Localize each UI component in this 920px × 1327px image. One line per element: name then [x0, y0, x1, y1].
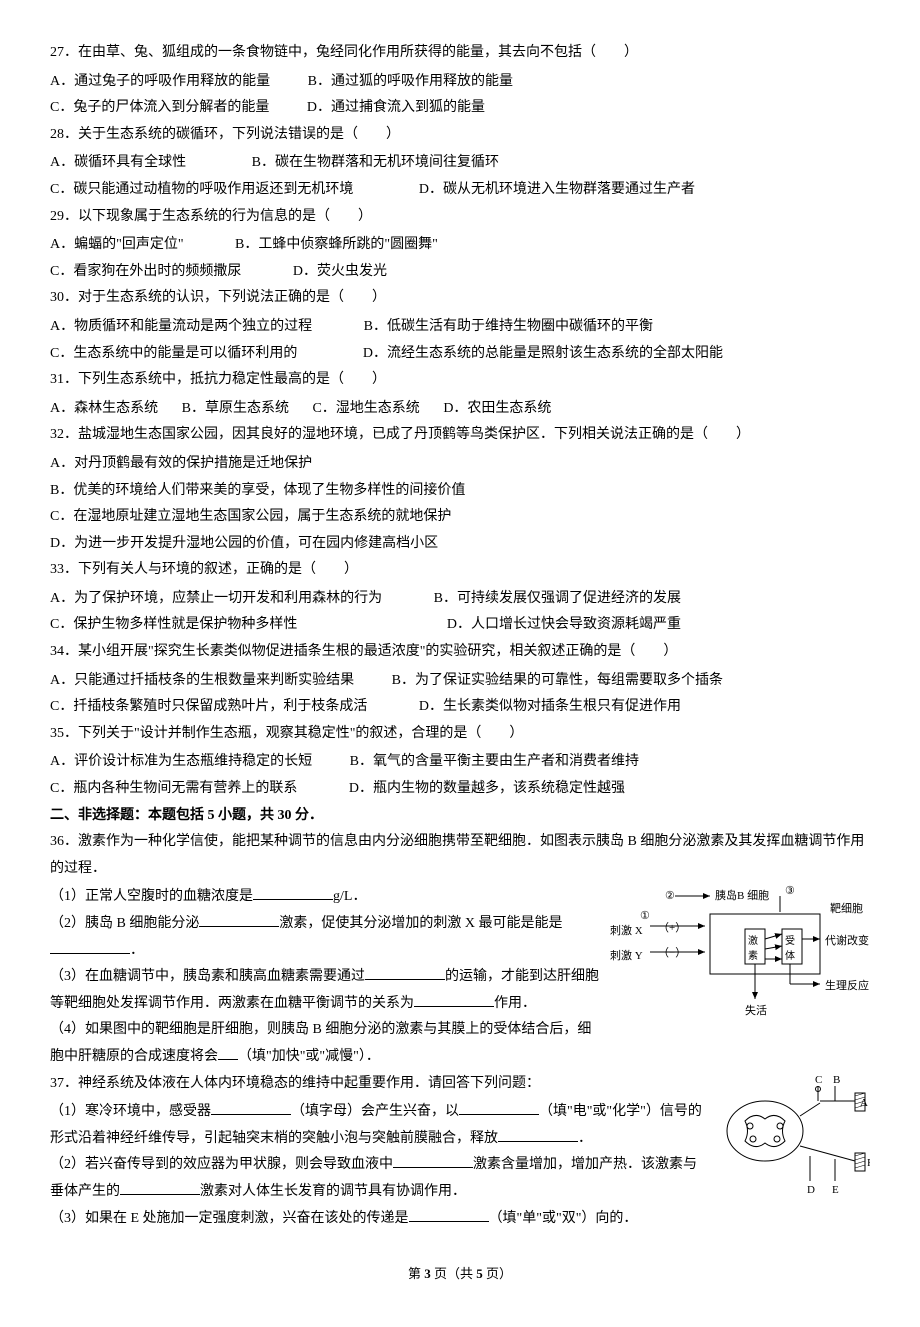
question-34: 34．某小组开展"探究生长素类似物促进插条生根的最适浓度"的实验研究，相关叙述正… — [50, 639, 870, 666]
q28-opt-c: C．碳只能通过动植物的呼吸作用返还到无机环境 — [50, 182, 353, 197]
q32-opt-a: A．对丹顶鹤最有效的保护措施是迁地保护 — [50, 451, 870, 478]
question-35: 35．下列关于"设计并制作生态瓶，观察其稳定性"的叙述，合理的是（ ） — [50, 721, 870, 748]
q32-stem: 32．盐城湿地生态国家公园，因其良好的湿地环境，已成了丹顶鹤等鸟类保护区．下列相… — [50, 427, 750, 442]
q29-opt-d: D．荧火虫发光 — [293, 264, 387, 279]
q35-options-2: C．瓶内各种生物间无需有营养上的联系 D．瓶内生物的数量越多，该系统稳定性越强 — [50, 776, 870, 803]
label-c: C — [815, 1074, 822, 1086]
q30-stem: 30．对于生态系统的认识，下列说法正确的是（ ） — [50, 290, 386, 305]
section-2-header: 二、非选择题：本题包括 5 小题，共 30 分． — [50, 803, 870, 830]
q31-stem: 31．下列生态系统中，抵抗力稳定性最高的是（ ） — [50, 372, 386, 387]
q31-opt-a: A．森林生态系统 — [50, 401, 158, 416]
q28-options-2: C．碳只能通过动植物的呼吸作用返还到无机环境 D．碳从无机环境进入生物群落要通过… — [50, 177, 870, 204]
svg-text:素: 素 — [748, 949, 758, 962]
q27-options: A．通过兔子的呼吸作用释放的能量 B．通过狐的呼吸作用释放的能量 — [50, 69, 870, 96]
label-target: 靶细胞 — [830, 902, 863, 915]
label-b: B — [833, 1074, 840, 1086]
question-33: 33．下列有关人与环境的叙述，正确的是（ ） — [50, 557, 870, 584]
q33-opt-c: C．保护生物多样性就是保护物种多样性 — [50, 617, 297, 632]
q35-opt-c: C．瓶内各种生物间无需有营养上的联系 — [50, 781, 297, 796]
q28-opt-b: B．碳在生物群落和无机环境间往复循环 — [252, 155, 499, 170]
label-f: F — [867, 1157, 870, 1169]
label-1: ① — [640, 910, 650, 922]
question-31: 31．下列生态系统中，抵抗力稳定性最高的是（ ） — [50, 367, 870, 394]
q31-opt-c: C．湿地生态系统 — [312, 401, 419, 416]
q31-opt-b: B．草原生态系统 — [182, 401, 289, 416]
q27-options-2: C．兔子的尸体流入到分解者的能量 D．通过捕食流入到狐的能量 — [50, 95, 870, 122]
q31-opt-d: D．农田生态系统 — [443, 401, 551, 416]
q34-opt-d: D．生长素类似物对插条生根只有促进作用 — [419, 699, 681, 714]
q29-opt-b: B．工蜂中侦察蜂所跳的"圆圈舞" — [235, 237, 438, 252]
q33-options-2: C．保护生物多样性就是保护物种多样性 D．人口增长过快会导致资源耗竭严重 — [50, 612, 870, 639]
q37-stem: 37．神经系统及体液在人体内环境稳态的维持中起重要作用．请回答下列问题： — [50, 1076, 540, 1091]
q29-opt-c: C．看家狗在外出时的频频撒尿 — [50, 264, 241, 279]
q27-opt-b: B．通过狐的呼吸作用释放的能量 — [308, 74, 513, 89]
q28-opt-d: D．碳从无机环境进入生物群落要通过生产者 — [419, 182, 695, 197]
label-e: E — [832, 1184, 839, 1196]
q32-opt-d: D．为进一步开发提升湿地公园的价值，可在园内修建高档小区 — [50, 531, 870, 558]
q29-options: A．蝙蝠的"回声定位" B．工蜂中侦察蜂所跳的"圆圈舞" — [50, 232, 870, 259]
q33-opt-b: B．可持续发展仅强调了促进经济的发展 — [434, 591, 681, 606]
label-a: A — [860, 1097, 868, 1109]
q35-opt-b: B．氧气的含量平衡主要由生产者和消费者维持 — [350, 754, 639, 769]
q28-options: A．碳循环具有全球性 B．碳在生物群落和无机环境间往复循环 — [50, 150, 870, 177]
question-36: 36．激素作为一种化学信使，能把某种调节的信息由内分泌细胞携带至靶细胞．如图表示… — [50, 829, 870, 882]
q34-options-2: C．扦插枝条繁殖时只保留成熟叶片，利于枝条成活 D．生长素类似物对插条生根只有促… — [50, 694, 870, 721]
q29-options-2: C．看家狗在外出时的频频撒尿 D．荧火虫发光 — [50, 259, 870, 286]
label-cell: 胰岛B 细胞 — [715, 888, 769, 902]
label-d: D — [807, 1184, 815, 1196]
q32-opt-c: C．在湿地原址建立湿地生态国家公园，属于生态系统的就地保护 — [50, 504, 870, 531]
label-2: ② — [665, 890, 675, 902]
q27-stem: 27．在由草、兔、狐组成的一条食物链中，兔经同化作用所获得的能量，其去向不包括（… — [50, 45, 638, 60]
q31-options: A．森林生态系统 B．草原生态系统 C．湿地生态系统 D．农田生态系统 — [50, 396, 870, 423]
q34-opt-c: C．扦插枝条繁殖时只保留成熟叶片，利于枝条成活 — [50, 699, 367, 714]
q33-opt-a: A．为了保护环境，应禁止一切开发和利用森林的行为 — [50, 591, 382, 606]
q30-options-2: C．生态系统中的能量是可以循环利用的 D．流经生态系统的总能量是照射该生态系统的… — [50, 341, 870, 368]
q35-opt-a: A．评价设计标准为生态瓶维持稳定的长短 — [50, 754, 312, 769]
label-hormone: 激 — [748, 934, 758, 947]
q30-options: A．物质循环和能量流动是两个独立的过程 B．低碳生活有助于维持生物圈中碳循环的平… — [50, 314, 870, 341]
diagram-37: C B A F D E — [715, 1071, 870, 1212]
q30-opt-c: C．生态系统中的能量是可以循环利用的 — [50, 346, 297, 361]
q35-options: A．评价设计标准为生态瓶维持稳定的长短 B．氧气的含量平衡主要由生产者和消费者维… — [50, 749, 870, 776]
q34-options: A．只能通过扦插枝条的生根数量来判断实验结果 B．为了保证实验结果的可靠性，每组… — [50, 668, 870, 695]
q27-opt-c: C．兔子的尸体流入到分解者的能量 — [50, 100, 269, 115]
page-footer: 第 3 页（共 5 页） — [50, 1262, 870, 1287]
q27-opt-a: A．通过兔子的呼吸作用释放的能量 — [50, 74, 270, 89]
label-inactive: 失活 — [745, 1004, 767, 1017]
question-28: 28．关于生态系统的碳循环，下列说法错误的是（ ） — [50, 122, 870, 149]
q35-opt-d: D．瓶内生物的数量越多，该系统稳定性越强 — [349, 781, 625, 796]
diagram-36: ② 胰岛B 细胞 ③ ① 刺激 X （+） 刺激 Y （−） 激 素 受 体 靶… — [610, 884, 870, 1055]
q33-options: A．为了保护环境，应禁止一切开发和利用森林的行为 B．可持续发展仅强调了促进经济… — [50, 586, 870, 613]
label-stimx: 刺激 X — [610, 923, 643, 937]
label-metabolic: 代谢改变 — [825, 933, 869, 947]
question-29: 29．以下现象属于生态系统的行为信息的是（ ） — [50, 204, 870, 231]
question-32: 32．盐城湿地生态国家公园，因其良好的湿地环境，已成了丹顶鹤等鸟类保护区．下列相… — [50, 422, 870, 449]
q34-opt-b: B．为了保证实验结果的可靠性，每组需要取多个插条 — [392, 673, 723, 688]
label-plus: （+） — [658, 921, 686, 934]
label-physio: 生理反应 — [825, 978, 869, 992]
label-3: ③ — [785, 885, 795, 897]
question-27: 27．在由草、兔、狐组成的一条食物链中，兔经同化作用所获得的能量，其去向不包括（… — [50, 40, 870, 67]
q29-opt-a: A．蝙蝠的"回声定位" — [50, 237, 184, 252]
q34-opt-a: A．只能通过扦插枝条的生根数量来判断实验结果 — [50, 673, 354, 688]
q30-opt-b: B．低碳生活有助于维持生物圈中碳循环的平衡 — [364, 319, 653, 334]
question-30: 30．对于生态系统的认识，下列说法正确的是（ ） — [50, 285, 870, 312]
q28-stem: 28．关于生态系统的碳循环，下列说法错误的是（ ） — [50, 127, 400, 142]
q33-stem: 33．下列有关人与环境的叙述，正确的是（ ） — [50, 562, 358, 577]
q28-opt-a: A．碳循环具有全球性 — [50, 155, 186, 170]
label-stimy: 刺激 Y — [610, 948, 643, 962]
q29-stem: 29．以下现象属于生态系统的行为信息的是（ ） — [50, 209, 372, 224]
q32-opt-b: B．优美的环境给人们带来美的享受，体现了生物多样性的间接价值 — [50, 478, 870, 505]
q30-opt-d: D．流经生态系统的总能量是照射该生态系统的全部太阳能 — [363, 346, 723, 361]
q33-opt-d: D．人口增长过快会导致资源耗竭严重 — [447, 617, 681, 632]
q34-stem: 34．某小组开展"探究生长素类似物促进插条生根的最适浓度"的实验研究，相关叙述正… — [50, 644, 677, 659]
svg-text:体: 体 — [785, 950, 795, 962]
q27-opt-d: D．通过捕食流入到狐的能量 — [307, 100, 485, 115]
q36-stem: 36．激素作为一种化学信使，能把某种调节的信息由内分泌细胞携带至靶细胞．如图表示… — [50, 834, 864, 876]
q35-stem: 35．下列关于"设计并制作生态瓶，观察其稳定性"的叙述，合理的是（ ） — [50, 726, 523, 741]
label-receptor: 受 — [785, 935, 795, 947]
q30-opt-a: A．物质循环和能量流动是两个独立的过程 — [50, 319, 312, 334]
